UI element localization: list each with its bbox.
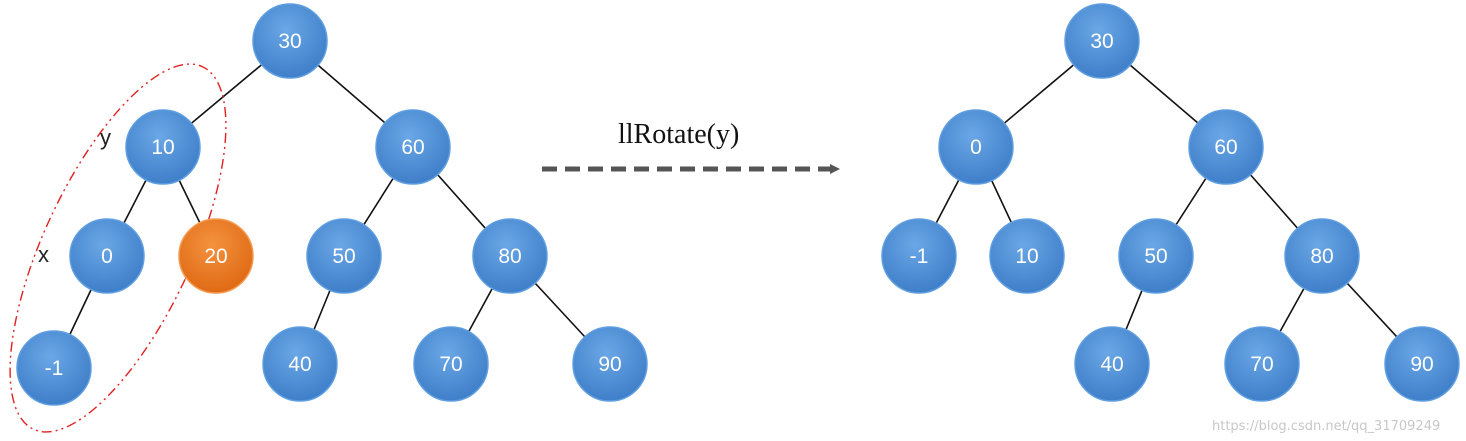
after-node-label: -1 bbox=[910, 245, 929, 268]
after-node-label: 10 bbox=[1015, 245, 1038, 268]
label-x: x bbox=[38, 242, 49, 267]
after-node-label: 0 bbox=[970, 136, 982, 159]
before-node-label: 70 bbox=[439, 353, 462, 376]
after-node-circle bbox=[938, 109, 1014, 185]
operation-label: llRotate(y) bbox=[618, 119, 739, 150]
after-node-label: 60 bbox=[1214, 136, 1237, 159]
after-node-label: 80 bbox=[1310, 245, 1333, 268]
before-node-circle bbox=[572, 326, 648, 402]
nodes-layer: 30 10 60 0 20 50 80 -1 40 70 90 30 0 60 -1 10 50 80 40 70 90 bbox=[16, 3, 1460, 406]
after-node-circle bbox=[1188, 109, 1264, 185]
before-node-label: 90 bbox=[598, 353, 621, 376]
before-node-circle bbox=[69, 218, 145, 294]
before-node-40: 40 bbox=[262, 326, 338, 402]
after-node-label: 70 bbox=[1250, 353, 1273, 376]
before-node-50: 50 bbox=[306, 218, 382, 294]
before-node-circle bbox=[306, 218, 382, 294]
after-node-circle bbox=[1284, 218, 1360, 294]
after-node-circle bbox=[989, 218, 1065, 294]
after-node-label: 50 bbox=[1144, 245, 1167, 268]
before-node-label: 40 bbox=[288, 353, 311, 376]
after-node-50: 50 bbox=[1118, 218, 1194, 294]
before-node-circle bbox=[472, 218, 548, 294]
before-node-10: 10 bbox=[125, 109, 201, 185]
watermark: https://blog.csdn.net/qq_31709249 bbox=[1212, 419, 1440, 434]
after-node-circle bbox=[1118, 218, 1194, 294]
before-node-label: 60 bbox=[401, 136, 424, 159]
after-node--1: -1 bbox=[881, 218, 957, 294]
before-node-label: 30 bbox=[278, 30, 301, 53]
before-node-label: 20 bbox=[204, 245, 227, 268]
after-node-circle bbox=[1064, 3, 1140, 79]
before-node-circle bbox=[262, 326, 338, 402]
after-node-90: 90 bbox=[1384, 326, 1460, 402]
before-node-30: 30 bbox=[252, 3, 328, 79]
after-node-circle bbox=[1074, 326, 1150, 402]
after-node-label: 90 bbox=[1410, 353, 1433, 376]
before-node--1: -1 bbox=[16, 330, 92, 406]
before-node-label: 10 bbox=[151, 136, 174, 159]
after-node-80: 80 bbox=[1284, 218, 1360, 294]
before-node-circle bbox=[178, 218, 254, 294]
after-node-circle bbox=[881, 218, 957, 294]
after-node-0: 0 bbox=[938, 109, 1014, 185]
before-node-70: 70 bbox=[413, 326, 489, 402]
before-node-80: 80 bbox=[472, 218, 548, 294]
before-node-0: 0 bbox=[69, 218, 145, 294]
after-node-label: 40 bbox=[1100, 353, 1123, 376]
before-node-20: 20 bbox=[178, 218, 254, 294]
after-node-40: 40 bbox=[1074, 326, 1150, 402]
before-node-label: 80 bbox=[498, 245, 521, 268]
before-node-label: 50 bbox=[332, 245, 355, 268]
before-node-circle bbox=[413, 326, 489, 402]
edges-layer bbox=[53, 40, 1423, 369]
label-y: y bbox=[100, 125, 111, 150]
before-node-circle bbox=[375, 109, 451, 185]
before-node-circle bbox=[252, 3, 328, 79]
rotation-region-ellipse bbox=[9, 63, 227, 433]
before-node-90: 90 bbox=[572, 326, 648, 402]
after-node-circle bbox=[1224, 326, 1300, 402]
before-node-60: 60 bbox=[375, 109, 451, 185]
before-node-circle bbox=[16, 330, 92, 406]
after-node-60: 60 bbox=[1188, 109, 1264, 185]
after-node-circle bbox=[1384, 326, 1460, 402]
after-node-10: 10 bbox=[989, 218, 1065, 294]
after-node-label: 30 bbox=[1090, 30, 1113, 53]
before-node-label: -1 bbox=[45, 357, 64, 380]
after-node-70: 70 bbox=[1224, 326, 1300, 402]
before-node-label: 0 bbox=[101, 245, 113, 268]
after-node-30: 30 bbox=[1064, 3, 1140, 79]
before-node-circle bbox=[125, 109, 201, 185]
